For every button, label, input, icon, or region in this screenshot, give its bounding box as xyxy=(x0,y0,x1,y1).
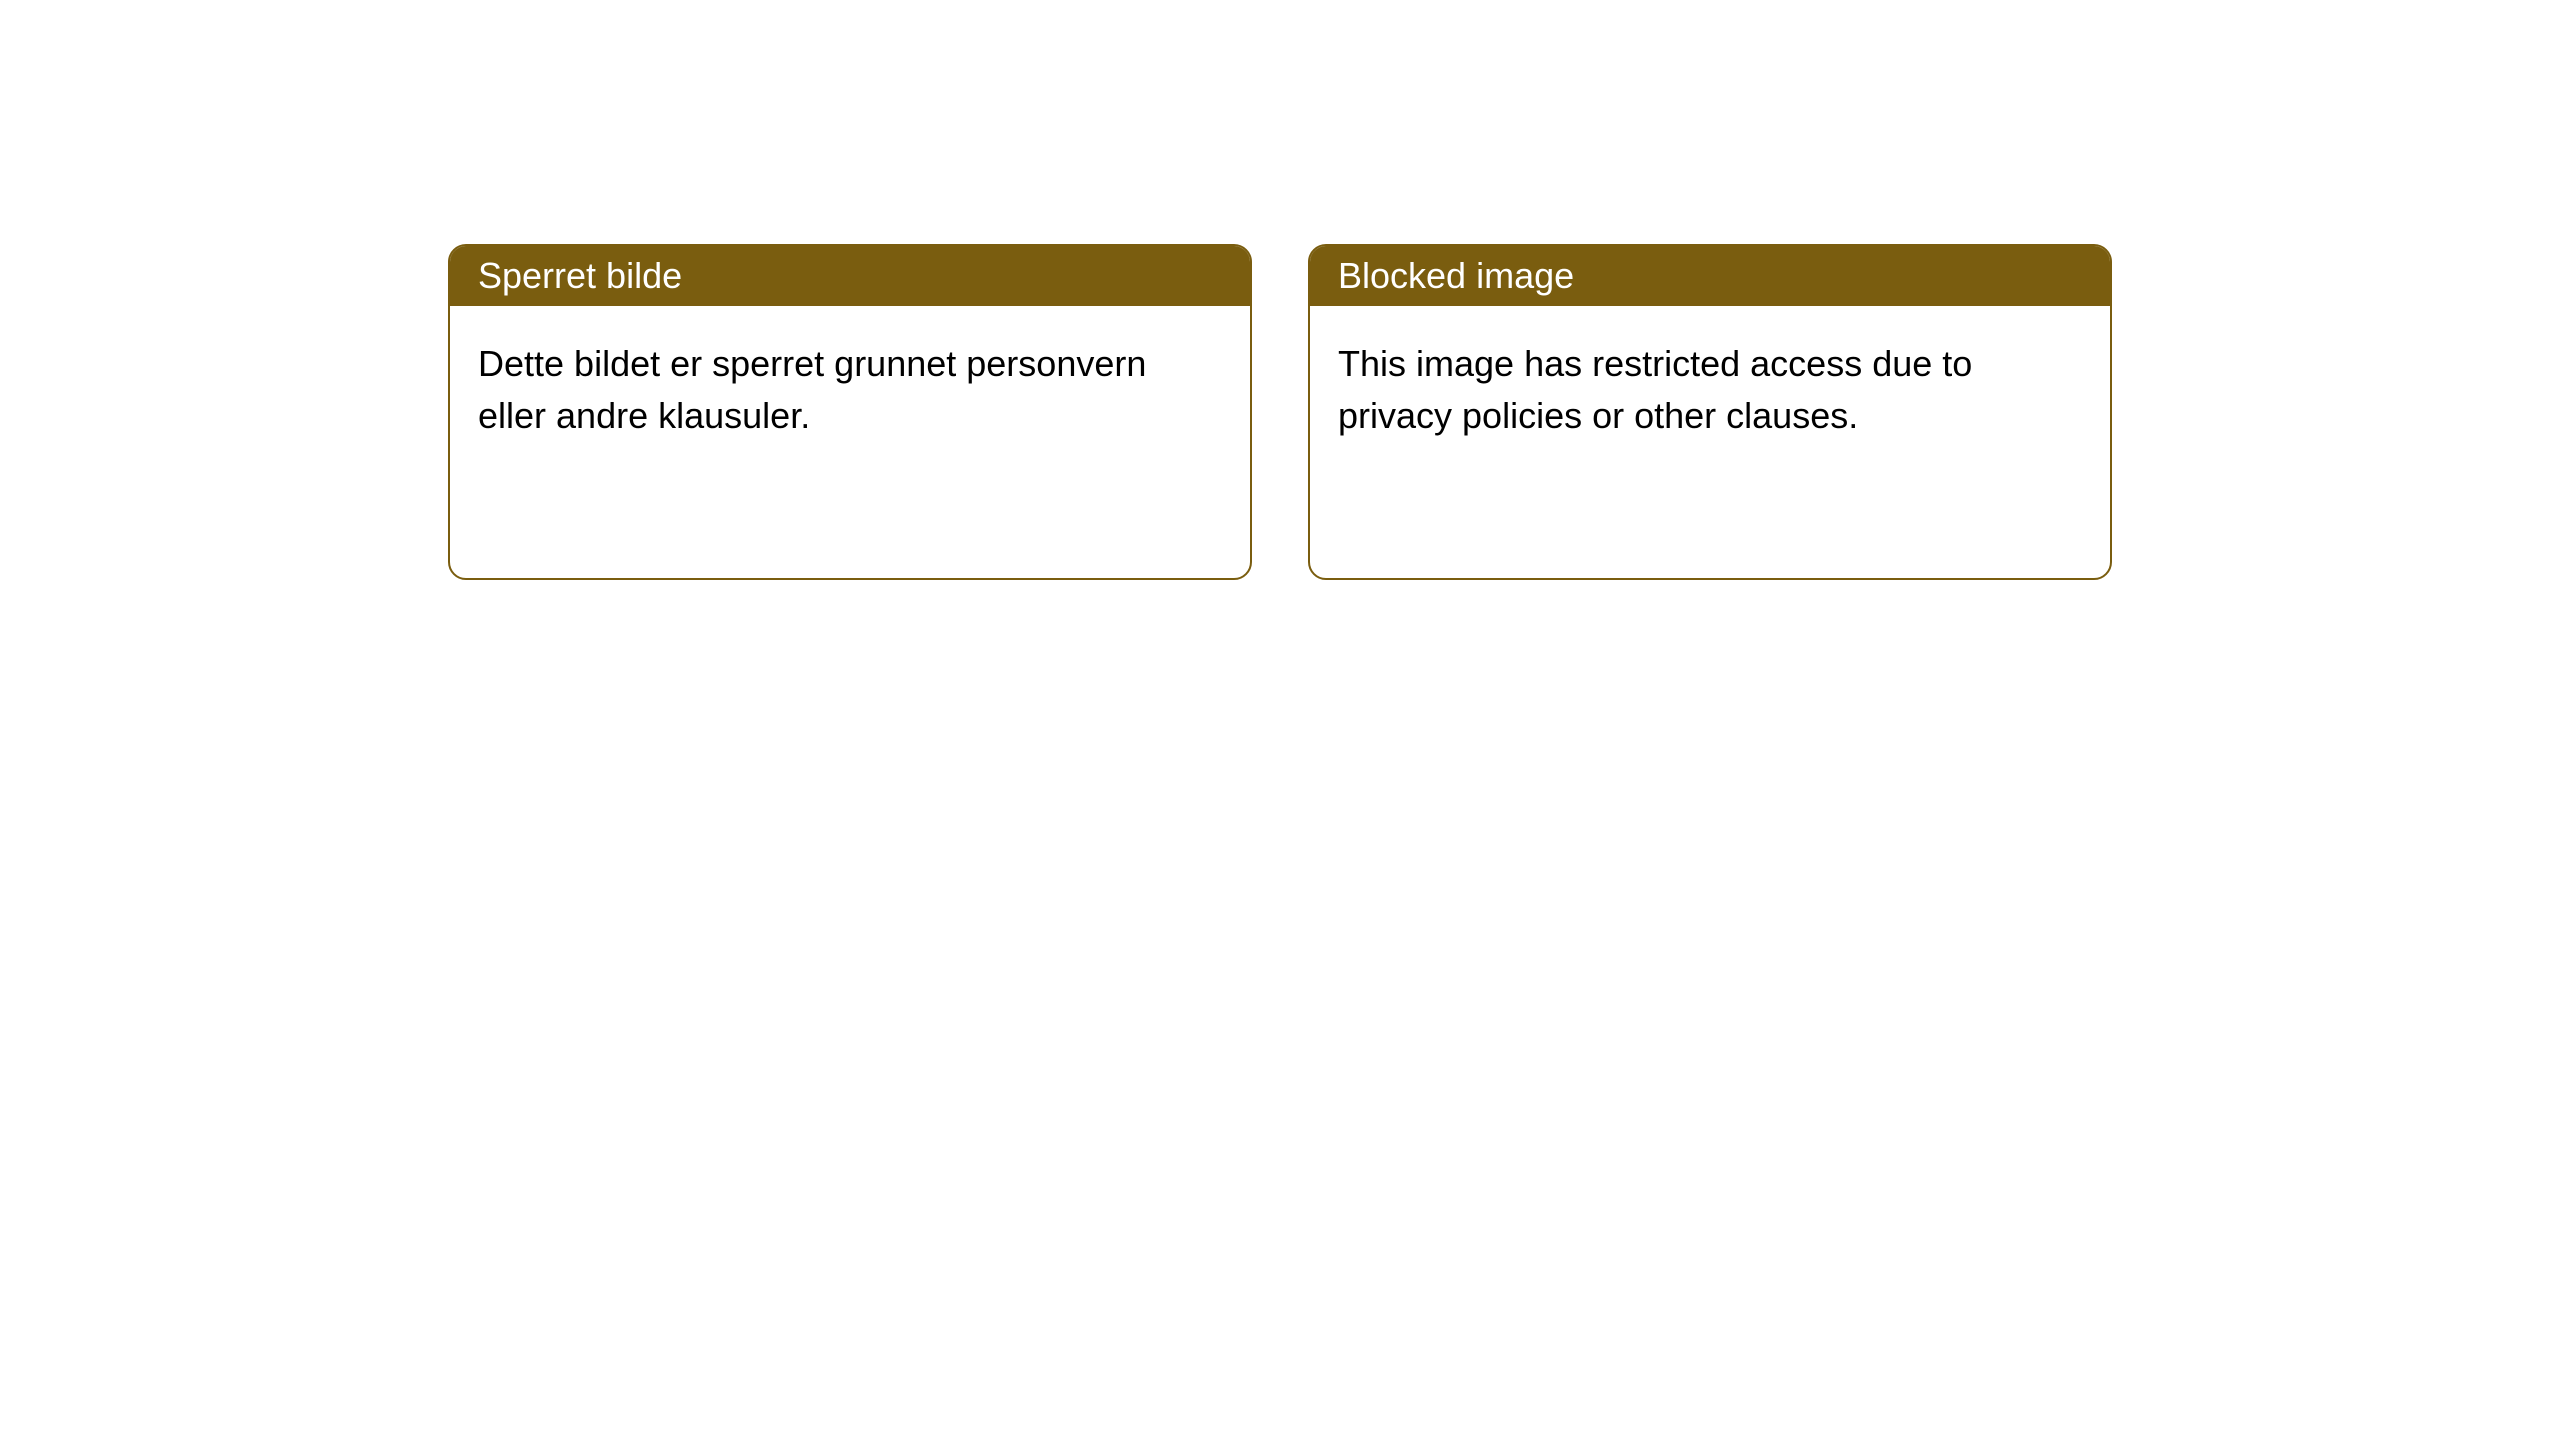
panel-container: Sperret bilde Dette bildet er sperret gr… xyxy=(0,0,2560,580)
panel-header-en: Blocked image xyxy=(1310,246,2110,306)
blocked-image-panel-en: Blocked image This image has restricted … xyxy=(1308,244,2112,580)
panel-body-en: This image has restricted access due to … xyxy=(1310,306,2110,474)
panel-body-no: Dette bildet er sperret grunnet personve… xyxy=(450,306,1250,474)
blocked-image-panel-no: Sperret bilde Dette bildet er sperret gr… xyxy=(448,244,1252,580)
panel-header-no: Sperret bilde xyxy=(450,246,1250,306)
